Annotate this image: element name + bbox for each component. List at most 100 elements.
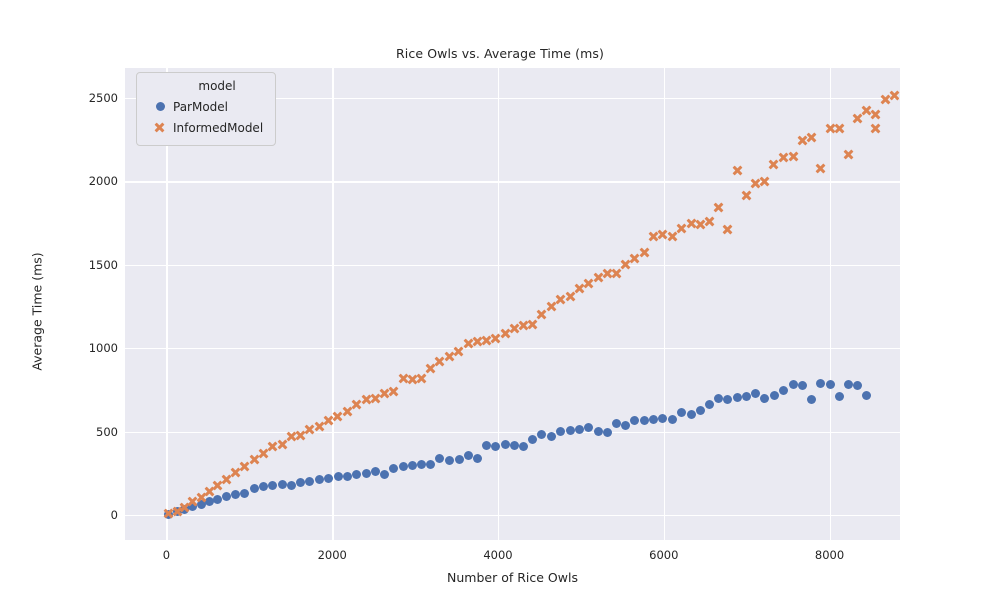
data-point-informedmodel [667, 231, 678, 242]
legend-entries: ParModel InformedModel [147, 96, 263, 138]
data-point-parmodel [426, 460, 436, 470]
data-point-parmodel [370, 467, 380, 477]
data-point-parmodel [733, 392, 743, 402]
data-point-informedmodel [342, 406, 353, 417]
data-point-parmodel [258, 481, 268, 491]
data-point-informedmodel [602, 268, 613, 279]
data-point-informedmodel [277, 439, 288, 450]
data-point-parmodel [417, 460, 427, 470]
data-point-informedmodel [713, 202, 724, 213]
data-point-informedmodel [239, 461, 250, 472]
data-point-parmodel [333, 472, 343, 482]
data-point-parmodel [723, 395, 733, 405]
data-point-informedmodel [196, 492, 207, 503]
data-point-parmodel [445, 455, 455, 465]
data-point-informedmodel [648, 231, 659, 242]
data-point-parmodel [565, 426, 575, 436]
legend-label: InformedModel [173, 120, 264, 135]
data-point-parmodel [472, 453, 482, 463]
legend-title: model [198, 79, 236, 93]
data-point-informedmodel [788, 151, 799, 162]
data-point-parmodel [296, 477, 306, 487]
data-point-parmodel [481, 440, 491, 450]
data-point-informedmodel [843, 149, 854, 160]
data-point-parmodel [305, 477, 315, 487]
gridline-vertical [332, 68, 334, 540]
data-point-parmodel [713, 393, 723, 403]
data-point-informedmodel [695, 219, 706, 230]
data-point-informedmodel [629, 253, 640, 264]
data-point-informedmodel [750, 178, 761, 189]
data-point-informedmodel [472, 336, 483, 347]
data-point-informedmodel [212, 480, 223, 491]
gridline-horizontal [125, 348, 900, 350]
data-point-informedmodel [509, 323, 520, 334]
gridline-vertical [166, 68, 168, 540]
data-point-informedmodel [490, 333, 501, 344]
legend[interactable]: model ParModel InformedModel [136, 72, 277, 146]
data-point-parmodel [528, 435, 538, 445]
data-point-parmodel [315, 475, 325, 485]
data-point-informedmodel [861, 105, 872, 116]
data-point-informedmodel [425, 363, 436, 374]
data-point-informedmodel [583, 278, 594, 289]
data-point-informedmodel [536, 309, 547, 320]
data-point-informedmodel [416, 373, 427, 384]
gridline-vertical [829, 68, 831, 540]
data-point-informedmodel [732, 165, 743, 176]
data-point-informedmodel [555, 294, 566, 305]
data-point-informedmodel [258, 448, 269, 459]
data-point-parmodel [379, 469, 389, 479]
data-point-informedmodel [481, 335, 492, 346]
data-point-informedmodel [834, 123, 845, 134]
data-point-informedmodel [249, 454, 260, 465]
data-point-parmodel [788, 380, 798, 390]
data-point-parmodel [268, 480, 278, 490]
data-point-informedmodel [370, 393, 381, 404]
data-point-parmodel [779, 386, 789, 396]
data-point-informedmodel [806, 132, 817, 143]
data-point-parmodel [519, 442, 529, 452]
data-point-informedmodel [500, 328, 511, 339]
data-point-informedmodel [314, 421, 325, 432]
legend-item-informedmodel[interactable]: InformedModel [147, 117, 263, 138]
data-point-parmodel [574, 425, 584, 435]
data-point-informedmodel [398, 373, 409, 384]
gridline-horizontal [125, 98, 900, 100]
data-point-informedmodel [304, 424, 315, 435]
data-point-parmodel [806, 395, 816, 405]
data-point-informedmodel [179, 502, 190, 513]
data-point-parmodel [862, 390, 872, 400]
data-point-informedmodel [204, 486, 215, 497]
data-point-informedmodel [565, 291, 576, 302]
data-point-informedmodel [267, 441, 278, 452]
data-point-parmodel [797, 381, 807, 391]
y-axis-ticks: 0 500 1000 1500 2000 2500 [10, 0, 118, 600]
data-point-informedmodel [686, 218, 697, 229]
x-axis-ticks: 0 2000 4000 6000 8000 [0, 548, 1000, 568]
x-tick-label: 0 [162, 548, 171, 562]
data-point-informedmodel [704, 216, 715, 227]
data-point-informedmodel [797, 135, 808, 146]
data-point-parmodel [399, 462, 408, 472]
data-point-parmodel [287, 481, 297, 491]
x-tick-label: 4000 [483, 548, 513, 562]
data-point-parmodel [196, 500, 206, 510]
data-point-informedmodel [593, 272, 604, 283]
data-point-parmodel [205, 497, 215, 507]
data-point-informedmodel [852, 113, 863, 124]
data-point-parmodel [180, 505, 190, 515]
legend-item-parmodel[interactable]: ParModel [147, 96, 263, 117]
data-point-parmodel [463, 450, 473, 460]
data-point-parmodel [853, 381, 863, 391]
data-point-informedmodel [518, 320, 529, 331]
data-point-parmodel [686, 409, 696, 419]
data-point-informedmodel [639, 247, 650, 258]
data-point-informedmodel [769, 159, 780, 170]
data-point-parmodel [230, 490, 240, 500]
data-point-parmodel [500, 440, 510, 450]
data-point-parmodel [630, 415, 640, 425]
data-point-informedmodel [333, 411, 344, 422]
legend-marker-icon [147, 99, 173, 115]
data-point-parmodel [815, 378, 825, 388]
